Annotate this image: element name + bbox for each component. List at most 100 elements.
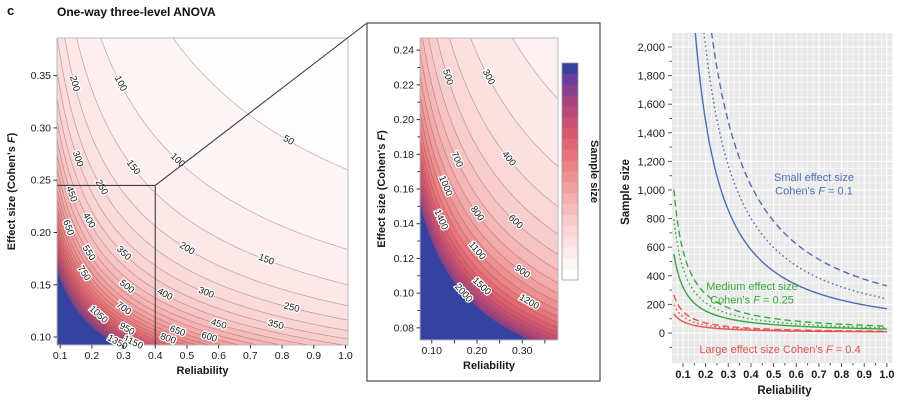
contour-label-300: 300 — [480, 68, 497, 87]
y-tick-label: 2,000 — [637, 42, 665, 54]
curves — [673, 33, 888, 333]
contour-line-1600 — [420, 172, 558, 338]
contour-line-100 — [100, 38, 348, 250]
contour-line-1500 — [420, 162, 558, 333]
contour-label-600: 600 — [200, 330, 218, 345]
y-tick-label: 0.30 — [31, 122, 52, 134]
contour-label-150: 150 — [257, 252, 276, 268]
inset-contour-lines — [420, 38, 558, 340]
contour-label-550: 550 — [80, 243, 98, 262]
annotation-line: Cohen's F = 0.1 — [775, 186, 853, 198]
contour-label-200: 200 — [177, 240, 196, 258]
inset-contour-plot: 3004005006007008009001000110012001400150… — [376, 37, 559, 372]
contour-line-1800 — [420, 189, 548, 340]
inset-axes: 0.10 0.20 0.30 0.08 0.10 0.12 0.14 0.16 0.18 0.20… — [376, 45, 546, 372]
contour-label-200: 200 — [67, 75, 82, 93]
contour-label-500: 500 — [440, 68, 455, 86]
y-tick-label: 0.22 — [394, 79, 415, 91]
x-tick-label: 0.3 — [116, 350, 131, 362]
contour-line-150 — [76, 38, 348, 286]
contour-line-950 — [57, 233, 163, 345]
contour-label-300: 300 — [197, 285, 216, 301]
left-contour-lines — [57, 38, 348, 345]
right-ticks — [668, 46, 888, 367]
contour-line-2000 — [420, 203, 532, 340]
contour-line-1100 — [420, 111, 558, 311]
colorbar-cell — [562, 225, 578, 238]
x-tick-label: 1.0 — [879, 369, 894, 381]
y-tick-label: 0.18 — [394, 149, 415, 161]
contour-line-300 — [57, 70, 348, 332]
colorbar-cell — [562, 160, 578, 172]
contour-label-250: 250 — [93, 178, 110, 197]
y-tick-label: 0.20 — [31, 227, 52, 239]
contour-line-1350 — [57, 266, 123, 345]
colorbar-cell — [562, 269, 578, 281]
colorbar-cell — [562, 84, 578, 97]
x-tick-label: 0.7 — [243, 350, 258, 362]
colorbar-cell — [562, 236, 578, 248]
inset-frame — [366, 22, 601, 382]
contour-line-1200 — [420, 127, 558, 317]
zoom-connector-line — [154, 22, 368, 186]
y-tick-label: 0.24 — [394, 45, 415, 57]
x-tick-label: 0.9 — [857, 369, 872, 381]
contour-line-550 — [57, 167, 260, 345]
annotation-line: Large effect size Cohen's F = 0.4 — [699, 344, 860, 356]
colorbar-cell — [562, 204, 578, 216]
contour-line-900 — [420, 74, 558, 294]
left-contour-plot: 5010010015015020020025025030030035035040… — [6, 37, 353, 377]
contour-line-1400 — [57, 269, 120, 345]
y-tick-label: 0.25 — [31, 175, 52, 187]
x-tick-label: 0.6 — [789, 369, 804, 381]
contour-label-400: 400 — [80, 211, 97, 230]
curve-large-dashed — [673, 294, 887, 332]
contour-line-1300 — [420, 140, 558, 323]
y-axis-title: Effect size (Cohen's F) — [376, 130, 388, 248]
contour-line-1200 — [57, 255, 135, 345]
x-axis-title: Reliability — [463, 360, 516, 372]
contour-label-100: 100 — [112, 74, 129, 93]
contour-line-500 — [436, 38, 558, 235]
colorbar-cell — [562, 73, 578, 86]
y-tick-label: 1,200 — [637, 156, 665, 168]
x-tick-label: 0.30 — [512, 345, 533, 357]
colorbar-cell — [562, 138, 578, 151]
contour-line-1150 — [57, 251, 140, 345]
y-tick-label: 0.16 — [394, 184, 415, 196]
x-tick-label: 0.4 — [148, 350, 163, 362]
x-axis-title: Reliability — [757, 385, 812, 397]
x-tick-label: 0.4 — [743, 369, 759, 381]
contour-line-50 — [172, 38, 348, 171]
y-tick-label: 200 — [647, 299, 665, 311]
plot-background — [672, 33, 893, 363]
annotation-line: Cohen's F = 0.25 — [710, 295, 794, 307]
x-tick-label: 0.3 — [721, 369, 736, 381]
x-tick-label: 0.2 — [85, 350, 100, 362]
contour-line-500 — [57, 154, 283, 345]
contour-line-650 — [57, 189, 225, 345]
y-tick-label: 1,000 — [637, 185, 665, 197]
x-tick-label: 0.2 — [698, 369, 713, 381]
annotation-line: Medium effect size — [706, 281, 798, 293]
colorbar-label: Sample size — [588, 140, 600, 203]
y-axis-title: Sample size — [620, 159, 632, 225]
contour-line-200 — [64, 38, 348, 307]
x-tick-label: 1.0 — [338, 350, 353, 362]
y-tick-label: 1,600 — [637, 99, 665, 111]
colorbar-cell — [562, 214, 578, 227]
panel-label: c — [7, 3, 15, 18]
contour-line-750 — [57, 206, 199, 345]
x-tick-label: 0.7 — [811, 369, 826, 381]
colorbar-border — [561, 62, 579, 281]
y-tick-label: 0.10 — [394, 288, 415, 300]
contour-line-800 — [420, 50, 558, 284]
zoom-callout — [57, 22, 368, 345]
contour-label-900: 900 — [513, 263, 532, 281]
x-tick-label: 0.10 — [422, 345, 443, 357]
contour-label-800: 800 — [468, 204, 486, 223]
contour-line-200 — [512, 38, 558, 100]
contour-label-700: 700 — [114, 300, 133, 318]
left-ticks — [53, 75, 346, 349]
